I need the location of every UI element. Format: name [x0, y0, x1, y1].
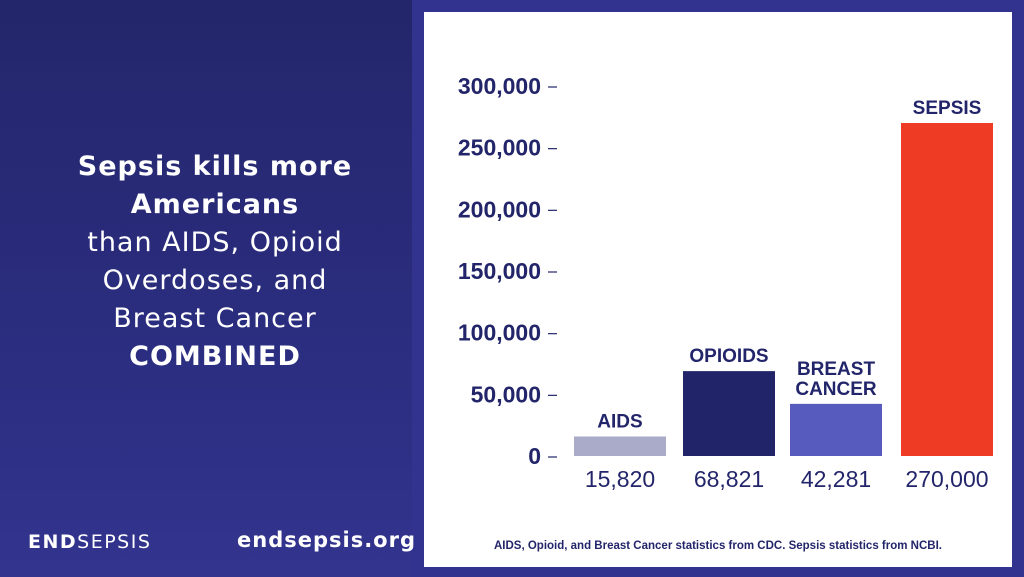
headline: Sepsis kills more Americans than AIDS, O…	[20, 148, 410, 376]
category-label: AIDS	[597, 411, 642, 432]
headline-emphasis: COMBINED	[129, 341, 301, 372]
value-label: 68,821	[694, 466, 764, 492]
y-tick-label: 150,000	[458, 258, 541, 284]
y-tick-label: 0	[528, 443, 541, 469]
value-label: 15,820	[585, 466, 655, 492]
left-panel: Sepsis kills more Americans than AIDS, O…	[0, 0, 415, 577]
y-tick-label: 300,000	[458, 73, 541, 99]
headline-line: than AIDS, Opioid	[87, 227, 343, 258]
y-tick-label: 250,000	[458, 135, 541, 161]
y-tick-label: 100,000	[458, 320, 541, 346]
y-tick-label: 200,000	[458, 196, 541, 222]
logo-regular: SEPSIS	[77, 531, 152, 553]
headline-line: Americans	[130, 189, 300, 220]
bar-sepsis	[901, 123, 993, 456]
bar-aids	[574, 436, 666, 456]
category-label: OPIOIDS	[689, 346, 768, 367]
website-link[interactable]: endsepsis.org	[237, 528, 416, 552]
bar-breast-cancer	[790, 403, 882, 456]
headline-line: Overdoses, and	[102, 265, 328, 296]
endsepsis-logo: ENDSEPSIS	[28, 531, 151, 553]
category-label: CANCER	[795, 379, 877, 400]
value-label: 270,000	[905, 466, 988, 492]
category-label: BREAST	[797, 359, 876, 380]
headline-line: Sepsis kills more	[77, 151, 353, 182]
bar-opioids	[683, 371, 775, 456]
value-label: 42,281	[801, 466, 871, 492]
source-footnote: AIDS, Opioid, and Breast Cancer statisti…	[494, 540, 942, 552]
category-label: SEPSIS	[913, 98, 982, 119]
y-tick-label: 50,000	[471, 381, 541, 407]
headline-line: Breast Cancer	[113, 303, 317, 334]
logo-bold: END	[28, 531, 78, 553]
